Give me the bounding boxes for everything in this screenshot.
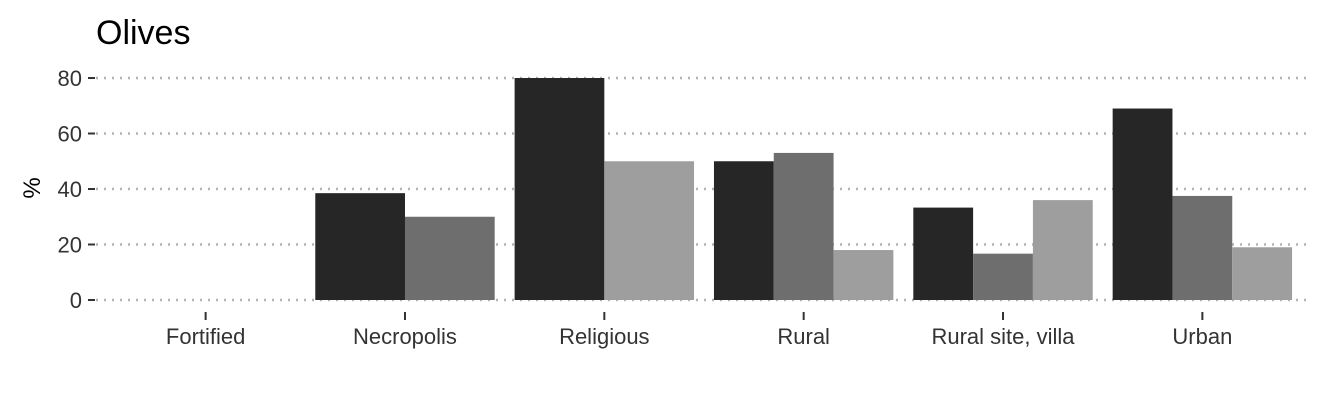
y-tick-label: 80 — [58, 66, 82, 91]
bar — [1032, 200, 1093, 300]
y-tick-label: 0 — [70, 288, 82, 313]
bar — [973, 253, 1033, 300]
bar — [713, 161, 774, 300]
bar — [404, 216, 495, 300]
x-tick-label: Urban — [1172, 324, 1232, 349]
y-tick-label: 20 — [58, 233, 82, 258]
chart-title: Olives — [96, 14, 190, 52]
grid-lines — [96, 76, 1312, 302]
bar — [913, 207, 974, 300]
y-tick-label: 60 — [58, 122, 82, 147]
bar — [1172, 195, 1233, 300]
x-tick-label: Rural site, villa — [931, 324, 1075, 349]
y-axis-label: % — [19, 177, 46, 198]
bar — [833, 250, 894, 300]
y-tick-label: 40 — [58, 177, 82, 202]
bars — [315, 78, 1293, 301]
bar — [514, 78, 605, 300]
bar — [315, 193, 405, 300]
x-tick-label: Necropolis — [353, 324, 457, 349]
x-tick-label: Religious — [559, 324, 650, 349]
bar — [773, 152, 834, 300]
axes: 0 20 40 60 80 Fortified Necropolis Religious Rur… — [58, 66, 1233, 349]
x-tick-label: Rural — [777, 324, 830, 349]
bar — [1112, 108, 1173, 301]
x-tick-label: Fortified — [166, 324, 245, 349]
bar — [1232, 247, 1293, 300]
bar — [604, 161, 695, 300]
